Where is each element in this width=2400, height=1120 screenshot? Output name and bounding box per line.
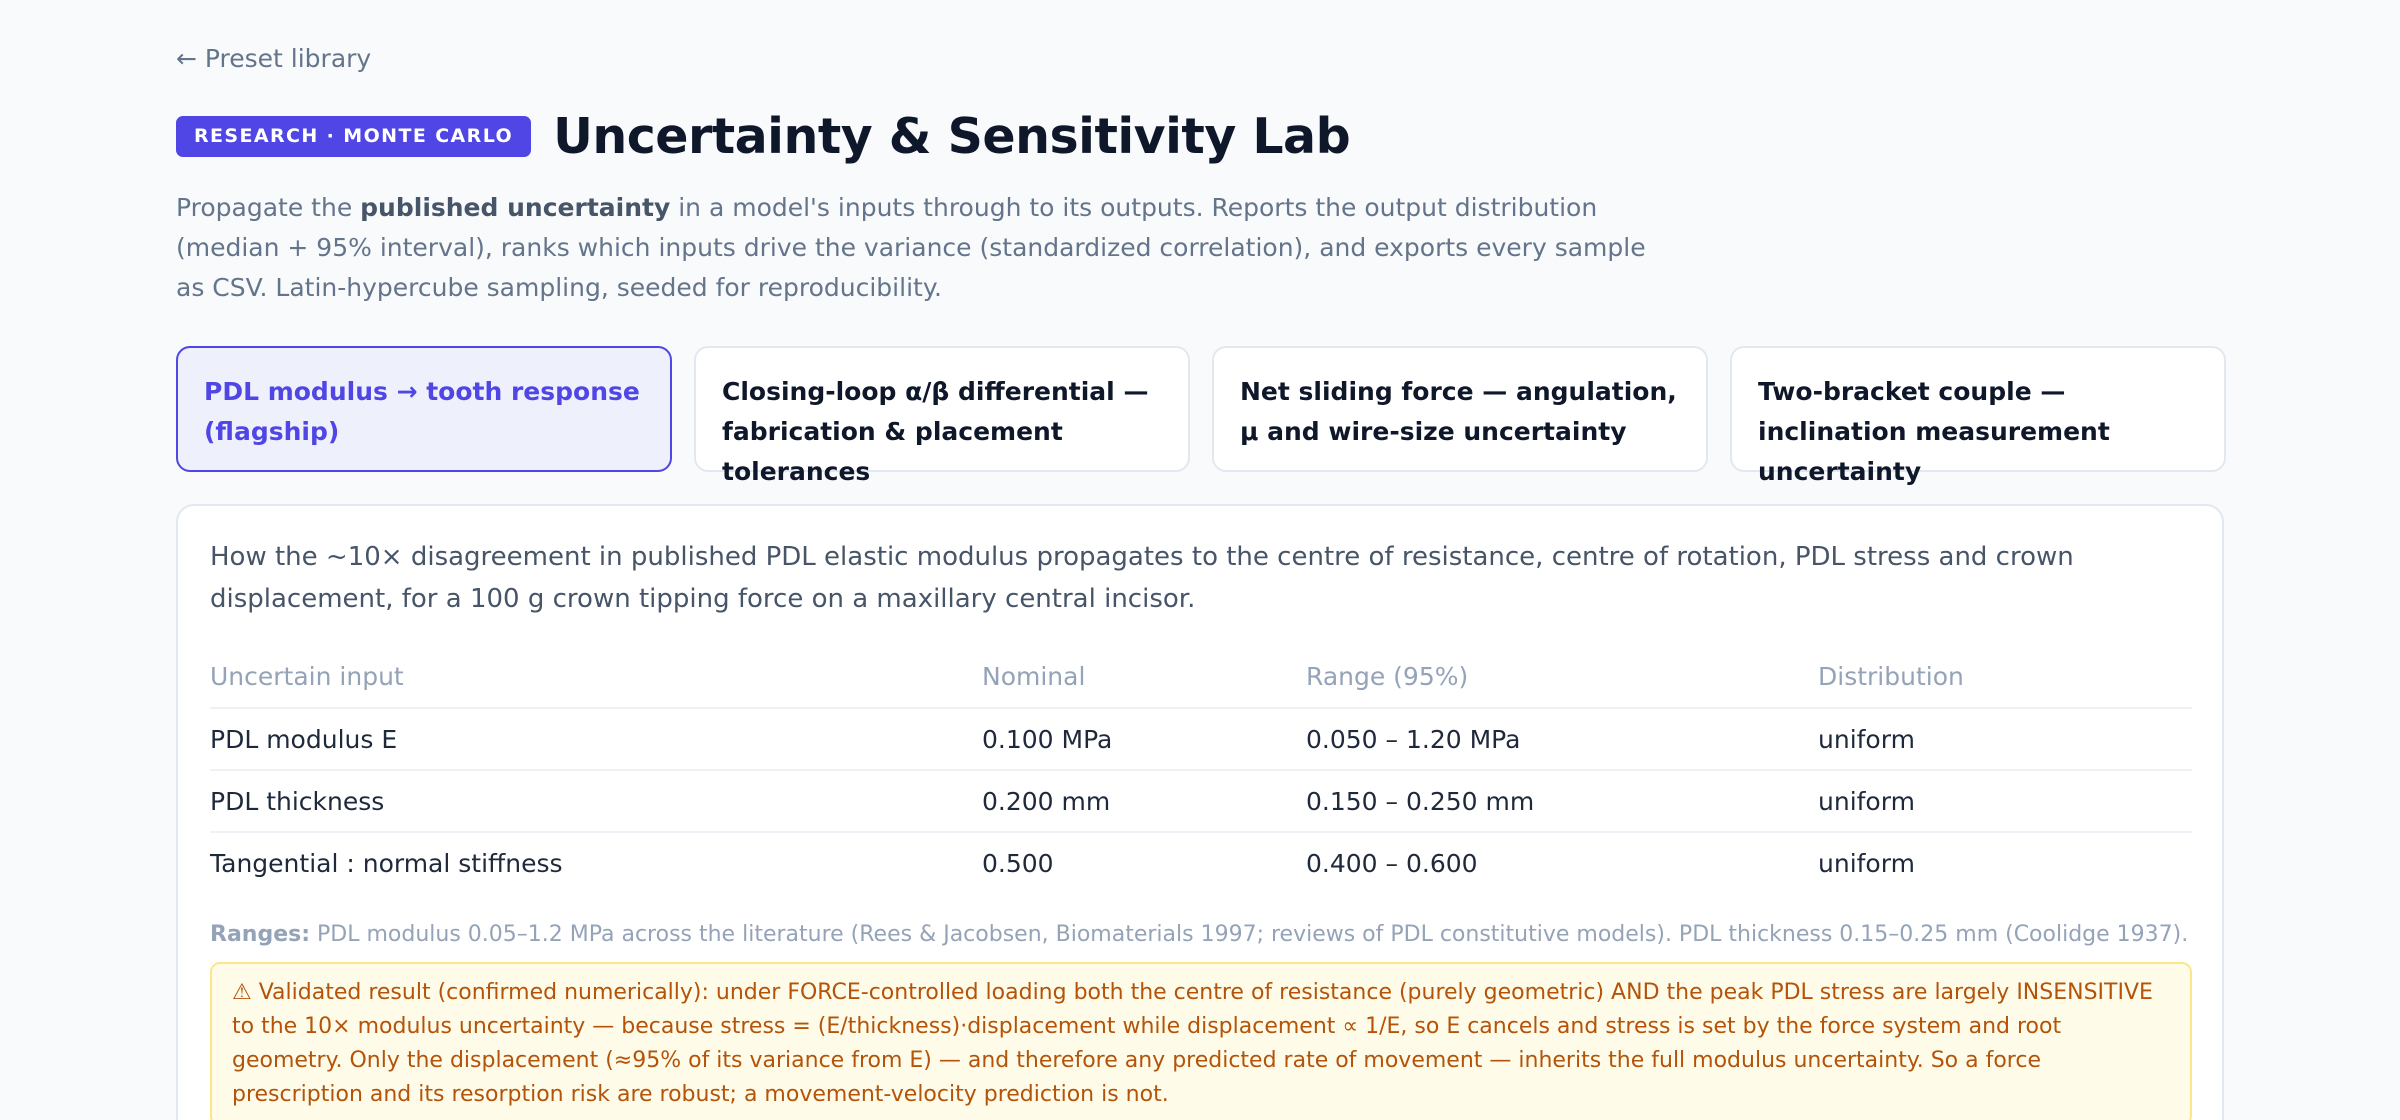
intro-pre: Propagate the bbox=[176, 193, 361, 222]
preset-tab-net-sliding-force[interactable]: Net sliding force — angulation, μ and wi… bbox=[1212, 346, 1708, 472]
table-header-row: Uncertain input Nominal Range (95%) Dist… bbox=[210, 646, 2192, 709]
column-header-input: Uncertain input bbox=[210, 646, 982, 709]
cell-distribution: uniform bbox=[1818, 849, 1915, 878]
cell-nominal: 0.500 bbox=[982, 849, 1054, 878]
validated-result-warning: ⚠ Validated result (confirmed numericall… bbox=[210, 962, 2192, 1120]
preset-description: How the ~10× disagreement in published P… bbox=[210, 542, 2074, 614]
cell-nominal: 0.200 mm bbox=[982, 770, 1306, 833]
table-row: PDL modulus E 0.100 MPa 0.050 – 1.20 MPa… bbox=[210, 708, 2192, 771]
cell-distribution: uniform bbox=[1818, 708, 2192, 771]
cell-nominal: 0.100 MPa bbox=[982, 708, 1306, 771]
intro-bold: published uncertainty bbox=[360, 193, 671, 222]
cell-input: PDL thickness bbox=[210, 770, 982, 833]
column-header-range: Range (95%) bbox=[1306, 646, 1818, 709]
cell-distribution: uniform bbox=[1818, 770, 2192, 833]
intro-post: in a model's inputs through to its outpu… bbox=[176, 193, 1646, 302]
cell-range: 0.150 – 0.250 mm bbox=[1306, 770, 1818, 833]
table-row: PDL thickness 0.200 mm 0.150 – 0.250 mm … bbox=[210, 770, 2192, 833]
cell-range: 0.050 – 1.20 MPa bbox=[1306, 708, 1818, 771]
category-badge: RESEARCH · MONTE CARLO bbox=[176, 116, 532, 157]
preset-tab-closing-loop[interactable]: Closing-loop α/β differential — fabricat… bbox=[694, 346, 1190, 486]
ranges-note: Ranges: PDL modulus 0.05–1.2 MPa across … bbox=[210, 920, 2190, 950]
uncertain-inputs-table: Uncertain input Nominal Range (95%) Dist… bbox=[210, 646, 2192, 894]
cell-range: 0.400 – 0.600 bbox=[1306, 849, 1478, 878]
ranges-label: Ranges: bbox=[210, 922, 311, 947]
preset-tabs: PDL modulus → tooth response (flagship) … bbox=[176, 346, 2226, 486]
preset-tab-two-bracket-couple[interactable]: Two-bracket couple — inclination measure… bbox=[1730, 346, 2226, 486]
column-header-nominal: Nominal bbox=[982, 646, 1306, 709]
column-header-distribution: Distribution bbox=[1818, 646, 2192, 709]
intro-text: Propagate the published uncertainty in a… bbox=[176, 188, 1666, 308]
table-row: Tangential : normal stiffness 0.500 0.40… bbox=[210, 832, 2192, 894]
preset-detail-card: How the ~10× disagreement in published P… bbox=[176, 504, 2224, 1120]
ranges-text: PDL modulus 0.05–1.2 MPa across the lite… bbox=[310, 922, 2189, 947]
header: RESEARCH · MONTE CARLO Uncertainty & Sen… bbox=[176, 108, 1351, 165]
page-title: Uncertainty & Sensitivity Lab bbox=[553, 108, 1351, 165]
cell-input: Tangential : normal stiffness bbox=[210, 849, 563, 878]
back-to-preset-library-link[interactable]: ← Preset library bbox=[176, 44, 372, 73]
preset-tab-pdl-modulus[interactable]: PDL modulus → tooth response (flagship) bbox=[176, 346, 672, 472]
cell-input: PDL modulus E bbox=[210, 708, 982, 771]
